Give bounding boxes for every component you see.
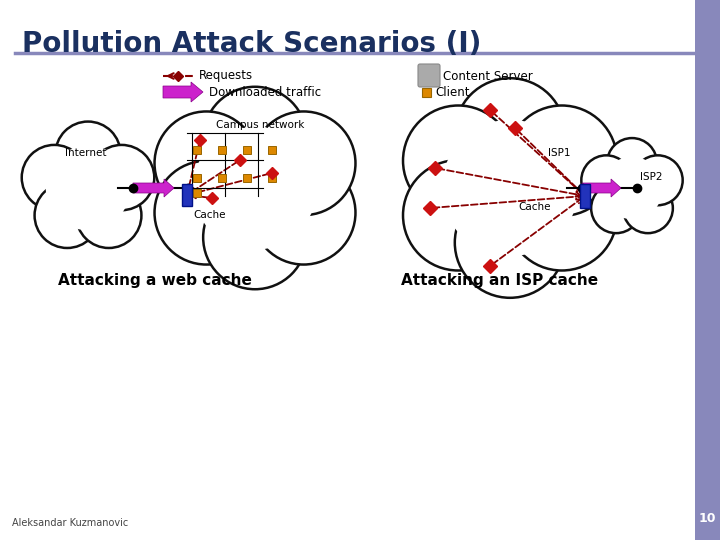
Text: Requests: Requests (199, 70, 253, 83)
Circle shape (252, 111, 356, 215)
Circle shape (633, 156, 683, 205)
Bar (268, 146, 276, 154)
Bar (580, 184, 590, 208)
Bar (268, 174, 276, 182)
Polygon shape (163, 82, 203, 102)
Circle shape (55, 122, 121, 187)
Bar (193, 189, 201, 197)
Text: 10: 10 (698, 512, 716, 525)
Text: Content Server: Content Server (443, 70, 533, 83)
Bar (218, 146, 226, 154)
Bar (193, 174, 201, 182)
Text: Downloaded traffic: Downloaded traffic (209, 85, 321, 98)
Bar (243, 174, 251, 182)
Circle shape (22, 145, 87, 210)
Polygon shape (133, 179, 174, 197)
Circle shape (155, 161, 258, 265)
Text: Cache: Cache (518, 202, 551, 212)
Text: Attacking an ISP cache: Attacking an ISP cache (402, 273, 598, 288)
Circle shape (507, 160, 617, 271)
Bar (422, 88, 431, 97)
Circle shape (203, 186, 307, 289)
Circle shape (252, 161, 356, 265)
Bar (695, 0, 720, 540)
FancyBboxPatch shape (418, 64, 440, 87)
Circle shape (403, 105, 513, 216)
Circle shape (76, 183, 141, 248)
Text: Client: Client (435, 85, 469, 98)
Polygon shape (582, 179, 621, 197)
Text: Cache: Cache (193, 210, 225, 220)
Text: Pollution Attack Scenarios (I): Pollution Attack Scenarios (I) (22, 30, 482, 58)
Bar (182, 184, 192, 206)
Circle shape (591, 183, 641, 233)
Text: Attacking a web cache: Attacking a web cache (58, 273, 252, 288)
Circle shape (442, 120, 578, 256)
Circle shape (46, 146, 130, 230)
Circle shape (403, 160, 513, 271)
Circle shape (203, 87, 307, 191)
Circle shape (155, 111, 258, 215)
Circle shape (607, 138, 657, 188)
Text: Internet: Internet (66, 148, 107, 158)
Bar (193, 146, 201, 154)
Bar (218, 174, 226, 182)
Bar (243, 146, 251, 154)
Circle shape (174, 107, 336, 269)
Circle shape (455, 78, 565, 188)
Circle shape (507, 105, 617, 216)
Circle shape (600, 157, 663, 219)
Circle shape (581, 156, 631, 205)
Circle shape (593, 149, 671, 227)
Text: Aleksandar Kuzmanovic: Aleksandar Kuzmanovic (12, 518, 128, 528)
Text: Campus network: Campus network (216, 120, 304, 130)
Circle shape (424, 102, 596, 274)
Text: ISP1: ISP1 (548, 148, 570, 158)
Circle shape (455, 187, 565, 298)
Circle shape (37, 137, 139, 239)
Circle shape (35, 183, 100, 248)
Text: ISP2: ISP2 (640, 172, 662, 182)
Circle shape (89, 145, 154, 210)
Circle shape (623, 183, 673, 233)
Circle shape (193, 126, 317, 249)
